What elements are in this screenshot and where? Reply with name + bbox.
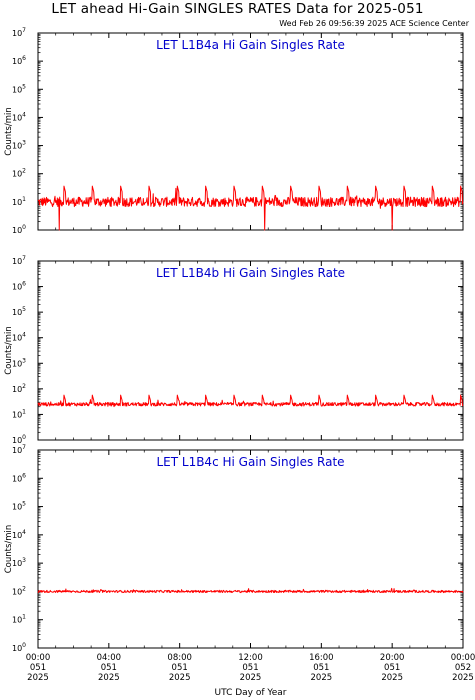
y-tick-label: 106 xyxy=(12,281,26,292)
x-tick-label: 2025 xyxy=(27,673,49,683)
y-tick-label: 104 xyxy=(12,332,26,343)
y-tick-label: 107 xyxy=(12,444,26,455)
y-tick-exponent: 5 xyxy=(22,306,26,313)
x-tick-label: 052 xyxy=(455,663,471,673)
y-tick-exponent: 1 xyxy=(22,408,26,415)
y-tick-label: 100 xyxy=(12,434,26,445)
y-tick-label: 107 xyxy=(12,255,26,266)
y-tick-label: 104 xyxy=(12,111,26,122)
x-tick-label: 16:00 xyxy=(309,653,334,663)
y-axis-label: Counts/min xyxy=(4,326,14,375)
y-tick-exponent: 4 xyxy=(22,111,26,118)
y-tick-exponent: 7 xyxy=(22,255,26,262)
y-tick-label: 105 xyxy=(12,501,26,512)
x-tick-label: 051 xyxy=(30,663,46,673)
y-tick-label: 105 xyxy=(12,306,26,317)
y-tick-exponent: 2 xyxy=(22,168,26,175)
y-tick-label: 103 xyxy=(12,557,26,568)
y-tick-exponent: 3 xyxy=(22,357,26,364)
y-tick-exponent: 6 xyxy=(22,55,26,62)
y-tick-exponent: 7 xyxy=(22,444,26,451)
y-tick-label: 101 xyxy=(12,196,26,207)
x-axis-label: UTC Day of Year xyxy=(215,688,287,698)
series-line-3 xyxy=(37,587,464,594)
y-tick-label: 106 xyxy=(12,472,26,483)
x-tick-label: 2025 xyxy=(169,673,191,683)
y-tick-label: 104 xyxy=(12,529,26,540)
y-tick-label: 103 xyxy=(12,140,26,151)
x-tick-label: 2025 xyxy=(452,673,474,683)
x-tick-label: 20:00 xyxy=(380,653,405,663)
y-tick-exponent: 0 xyxy=(22,434,26,441)
y-tick-exponent: 0 xyxy=(22,642,26,649)
y-tick-exponent: 7 xyxy=(22,27,26,34)
y-tick-exponent: 3 xyxy=(22,140,26,147)
x-tick-label: 051 xyxy=(172,663,188,673)
y-tick-exponent: 1 xyxy=(22,614,26,621)
panel-title: LET L1B4a Hi Gain Singles Rate xyxy=(156,38,345,52)
y-tick-exponent: 2 xyxy=(22,383,26,390)
panel-frame-3 xyxy=(37,449,464,649)
x-tick-label: 08:00 xyxy=(167,653,192,663)
y-tick-exponent: 0 xyxy=(22,224,26,231)
y-tick-label: 102 xyxy=(12,585,26,596)
y-tick-label: 107 xyxy=(12,27,26,38)
x-tick-label: 12:00 xyxy=(238,653,263,663)
y-tick-label: 102 xyxy=(12,168,26,179)
y-tick-label: 101 xyxy=(12,614,26,625)
y-tick-exponent: 5 xyxy=(22,83,26,90)
y-tick-exponent: 4 xyxy=(22,529,26,536)
y-tick-label: 100 xyxy=(12,642,26,653)
x-tick-label: 00:00 xyxy=(451,653,475,663)
x-tick-label: 2025 xyxy=(311,673,333,683)
y-tick-label: 106 xyxy=(12,55,26,66)
series-line-1 xyxy=(37,185,464,231)
x-tick-label: 2025 xyxy=(381,673,403,683)
x-tick-label: 051 xyxy=(313,663,329,673)
series-line-2 xyxy=(37,394,464,408)
x-tick-label: 051 xyxy=(242,663,258,673)
y-tick-exponent: 3 xyxy=(22,557,26,564)
y-axis-label: Counts/min xyxy=(4,107,14,156)
y-tick-exponent: 6 xyxy=(22,472,26,479)
y-tick-label: 102 xyxy=(12,383,26,394)
x-tick-label: 04:00 xyxy=(97,653,122,663)
y-tick-label: 100 xyxy=(12,224,26,235)
y-tick-exponent: 1 xyxy=(22,196,26,203)
y-tick-label: 103 xyxy=(12,357,26,368)
x-tick-label: 051 xyxy=(101,663,117,673)
generated-timestamp: Wed Feb 26 09:56:39 2025 ACE Science Cen… xyxy=(279,19,469,28)
x-tick-label: 2025 xyxy=(98,673,120,683)
y-axis-label: Counts/min xyxy=(4,525,14,574)
y-tick-exponent: 5 xyxy=(22,501,26,508)
panel-title: LET L1B4b Hi Gain Singles Rate xyxy=(156,266,345,280)
panel-title: LET L1B4c Hi Gain Singles Rate xyxy=(156,455,344,469)
y-tick-label: 101 xyxy=(12,408,26,419)
x-tick-label: 051 xyxy=(384,663,400,673)
page-title: LET ahead Hi-Gain SINGLES RATES Data for… xyxy=(51,1,424,17)
x-tick-label: 2025 xyxy=(240,673,262,683)
y-tick-label: 105 xyxy=(12,83,26,94)
y-tick-exponent: 4 xyxy=(22,332,26,339)
y-tick-exponent: 2 xyxy=(22,585,26,592)
x-tick-label: 00:00 xyxy=(26,653,51,663)
panel-frame-2 xyxy=(37,260,464,441)
y-tick-exponent: 6 xyxy=(22,281,26,288)
